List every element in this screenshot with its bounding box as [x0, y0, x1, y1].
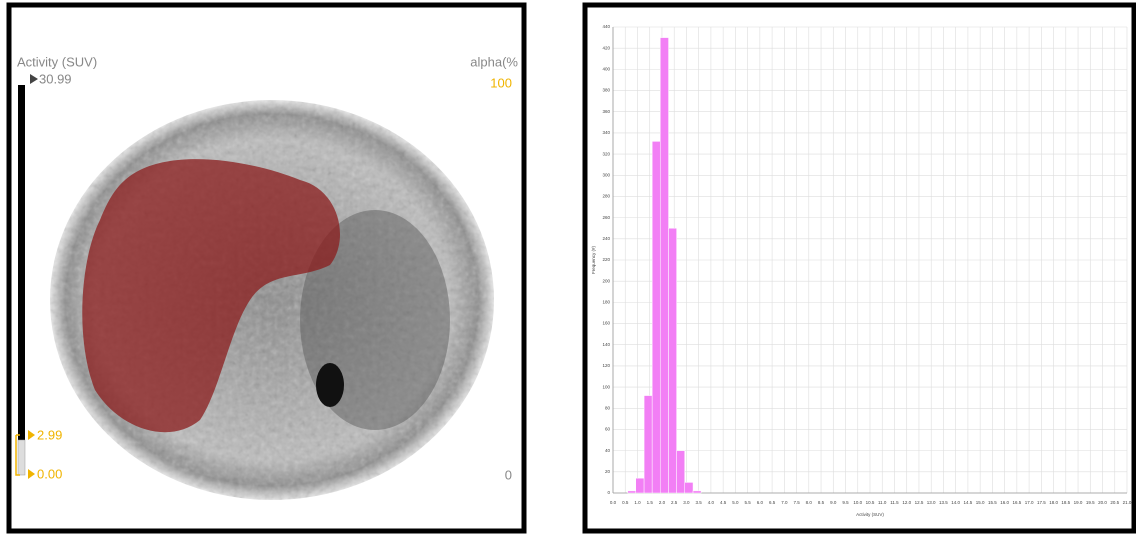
- threshold-label: 2.99: [37, 427, 62, 442]
- bar: [693, 491, 701, 493]
- bar: [644, 396, 652, 493]
- x-tick-label: 18.0: [1049, 500, 1058, 505]
- x-tick-label: 11.5: [890, 500, 899, 505]
- x-tick-label: 4.5: [720, 500, 727, 505]
- x-tick-label: 10.0: [853, 500, 862, 505]
- x-tick-label: 6.0: [757, 500, 764, 505]
- x-tick-label: 17.5: [1037, 500, 1046, 505]
- y-tick-label: 40: [605, 448, 611, 453]
- alpha-title: alpha(%: [470, 54, 518, 69]
- bar: [660, 38, 668, 493]
- bar: [677, 451, 685, 493]
- y-tick-label: 60: [605, 427, 611, 432]
- x-tick-label: 21.0: [1123, 500, 1132, 505]
- y-tick-label: 140: [602, 342, 610, 347]
- alpha-max: 100: [490, 75, 512, 90]
- y-tick-label: 280: [602, 194, 610, 199]
- y-tick-label: 420: [602, 45, 610, 50]
- x-tick-label: 15.0: [976, 500, 985, 505]
- bar: [628, 491, 636, 493]
- y-tick-label: 340: [602, 130, 610, 135]
- bar: [669, 228, 677, 493]
- y-tick-label: 360: [602, 109, 610, 114]
- colorbar-low: [18, 440, 25, 475]
- x-tick-label: 13.5: [939, 500, 948, 505]
- x-tick-label: 5.5: [744, 500, 751, 505]
- x-tick-label: 1.5: [647, 500, 654, 505]
- y-tick-label: 20: [605, 469, 611, 474]
- alpha-min: 0: [505, 467, 512, 482]
- x-tick-label: 15.5: [988, 500, 997, 505]
- x-tick-label: 3.5: [696, 500, 703, 505]
- bar: [685, 482, 693, 493]
- pet-hotspot: [316, 363, 344, 407]
- x-tick-label: 8.0: [806, 500, 813, 505]
- x-tick-label: 13.0: [927, 500, 936, 505]
- y-tick-label: 380: [602, 88, 610, 93]
- y-tick-label: 320: [602, 151, 610, 156]
- x-tick-label: 17.0: [1025, 500, 1034, 505]
- x-tick-label: 11.0: [878, 500, 887, 505]
- x-tick-label: 12.0: [902, 500, 911, 505]
- y-tick-label: 80: [605, 405, 611, 410]
- x-axis-label: Activity (SUV): [856, 512, 884, 517]
- y-tick-label: 300: [602, 172, 610, 177]
- x-tick-label: 16.5: [1012, 500, 1021, 505]
- bar: [652, 141, 660, 493]
- x-tick-label: 19.0: [1074, 500, 1083, 505]
- x-tick-label: 4.0: [708, 500, 715, 505]
- min-label: 0.00: [37, 466, 62, 481]
- x-tick-label: 7.5: [793, 500, 800, 505]
- page: Activity (SUV) 30.99 2.99 0.00 alpha(% 1…: [0, 0, 1136, 536]
- x-tick-label: 9.0: [830, 500, 837, 505]
- x-tick-label: 6.5: [769, 500, 776, 505]
- x-tick-label: 20.0: [1098, 500, 1107, 505]
- x-tick-label: 1.0: [634, 500, 641, 505]
- y-tick-label: 260: [602, 215, 610, 220]
- y-tick-label: 100: [602, 384, 610, 389]
- y-tick-label: 120: [602, 363, 610, 368]
- y-tick-label: 440: [602, 24, 610, 29]
- y-tick-label: 400: [602, 67, 610, 72]
- x-tick-label: 9.5: [842, 500, 849, 505]
- x-tick-label: 18.5: [1061, 500, 1070, 505]
- x-tick-label: 7.0: [781, 500, 788, 505]
- x-tick-label: 5.0: [732, 500, 739, 505]
- x-tick-label: 14.5: [964, 500, 973, 505]
- x-tick-label: 3.0: [683, 500, 690, 505]
- colorbar: [18, 85, 25, 440]
- x-tick-label: 2.0: [659, 500, 666, 505]
- x-tick-label: 0.0: [610, 500, 617, 505]
- y-tick-label: 240: [602, 236, 610, 241]
- x-tick-label: 19.5: [1086, 500, 1095, 505]
- max-label: 30.99: [39, 71, 72, 86]
- x-tick-label: 10.5: [866, 500, 875, 505]
- x-tick-label: 0.5: [622, 500, 629, 505]
- screenshot: Activity (SUV) 30.99 2.99 0.00 alpha(% 1…: [0, 0, 1136, 536]
- y-tick-label: 160: [602, 321, 610, 326]
- x-tick-label: 16.0: [1000, 500, 1009, 505]
- x-tick-label: 14.0: [951, 500, 960, 505]
- y-tick-label: 200: [602, 278, 610, 283]
- x-tick-label: 8.5: [818, 500, 825, 505]
- colorbar-title: Activity (SUV): [17, 54, 97, 69]
- x-tick-label: 2.5: [671, 500, 678, 505]
- x-tick-label: 12.5: [915, 500, 924, 505]
- x-tick-label: 20.5: [1110, 500, 1119, 505]
- y-axis-label: Frequency (#): [591, 245, 596, 274]
- bar: [636, 478, 644, 493]
- y-tick-label: 180: [602, 300, 610, 305]
- y-tick-label: 220: [602, 257, 610, 262]
